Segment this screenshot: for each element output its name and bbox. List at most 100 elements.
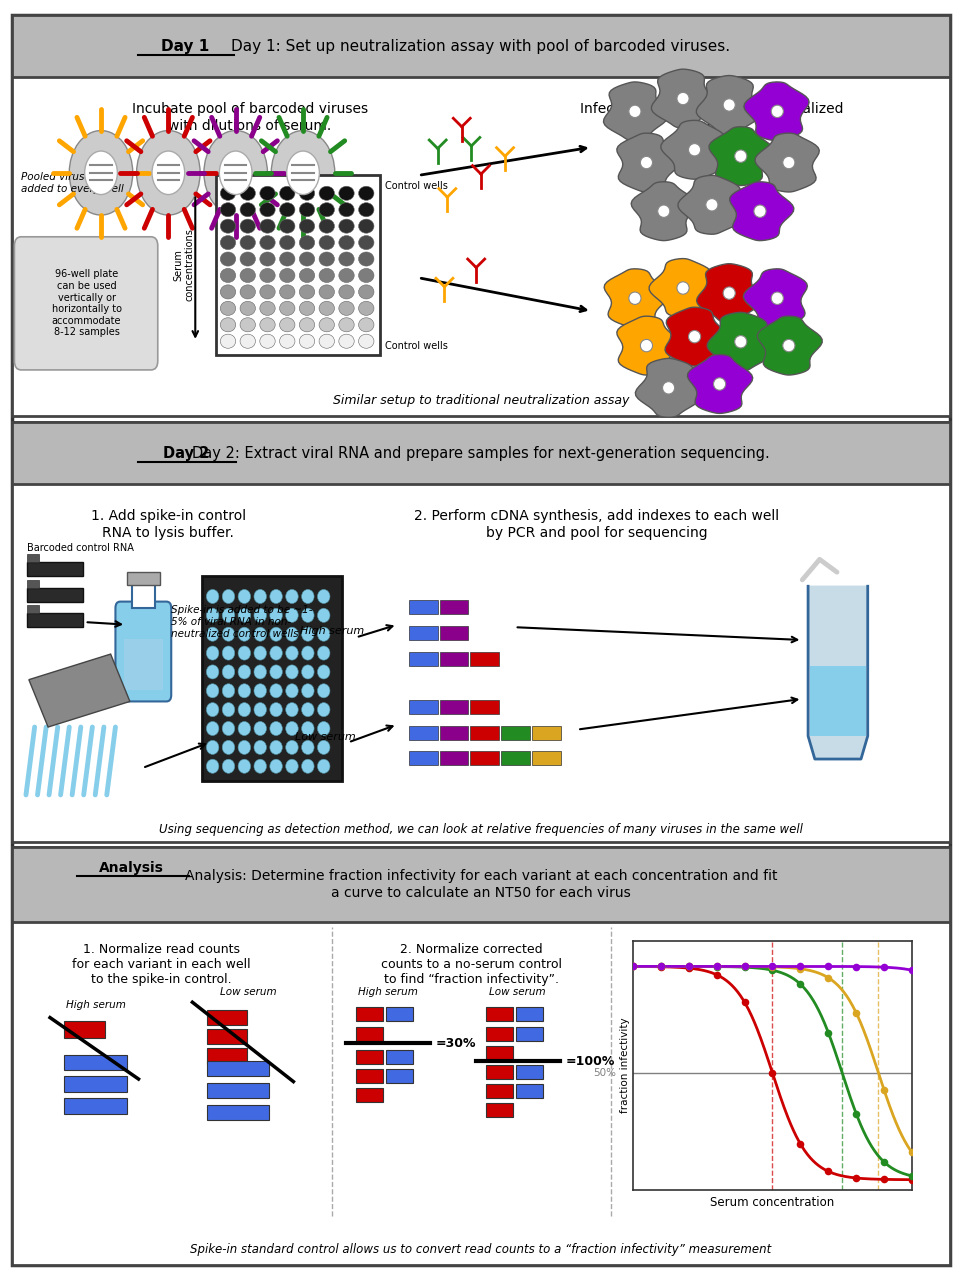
Ellipse shape bbox=[259, 334, 275, 348]
Ellipse shape bbox=[358, 202, 374, 216]
Text: Day 1: Set up neutralization assay with pool of barcoded viruses.: Day 1: Set up neutralization assay with … bbox=[232, 38, 729, 54]
Point bbox=[792, 956, 807, 977]
Bar bbox=[12, 422, 949, 842]
Polygon shape bbox=[603, 82, 668, 141]
Ellipse shape bbox=[254, 722, 266, 736]
Ellipse shape bbox=[299, 202, 314, 216]
Bar bbox=[515, 1084, 542, 1098]
Ellipse shape bbox=[338, 186, 354, 200]
Bar bbox=[439, 652, 468, 666]
Bar bbox=[439, 600, 468, 614]
Polygon shape bbox=[743, 269, 806, 328]
Ellipse shape bbox=[688, 143, 700, 156]
Ellipse shape bbox=[259, 269, 275, 283]
Ellipse shape bbox=[319, 202, 334, 216]
Ellipse shape bbox=[220, 236, 235, 250]
Ellipse shape bbox=[238, 608, 250, 622]
Ellipse shape bbox=[358, 219, 374, 233]
Ellipse shape bbox=[317, 703, 330, 717]
Circle shape bbox=[85, 151, 117, 195]
Bar bbox=[385, 1069, 412, 1083]
Bar bbox=[485, 1103, 512, 1117]
Ellipse shape bbox=[299, 186, 314, 200]
Ellipse shape bbox=[240, 269, 256, 283]
Polygon shape bbox=[660, 120, 725, 179]
Ellipse shape bbox=[280, 186, 295, 200]
Ellipse shape bbox=[705, 198, 717, 211]
Text: Using sequencing as detection method, we can look at relative frequencies of man: Using sequencing as detection method, we… bbox=[159, 823, 802, 836]
Ellipse shape bbox=[280, 236, 295, 250]
Ellipse shape bbox=[317, 722, 330, 736]
Text: =100%: =100% bbox=[565, 1055, 614, 1068]
Ellipse shape bbox=[220, 334, 235, 348]
Ellipse shape bbox=[238, 664, 250, 678]
Ellipse shape bbox=[771, 105, 782, 118]
Ellipse shape bbox=[319, 269, 334, 283]
Ellipse shape bbox=[317, 608, 330, 622]
Point bbox=[764, 960, 779, 980]
Point bbox=[625, 956, 640, 977]
Ellipse shape bbox=[269, 589, 282, 603]
Ellipse shape bbox=[254, 740, 266, 754]
Ellipse shape bbox=[317, 684, 330, 698]
Ellipse shape bbox=[338, 301, 354, 315]
Ellipse shape bbox=[301, 759, 313, 773]
Ellipse shape bbox=[222, 608, 234, 622]
Text: Pooled viruses
added to every well: Pooled viruses added to every well bbox=[21, 173, 124, 193]
Text: Analysis: Analysis bbox=[99, 861, 164, 874]
Bar bbox=[216, 175, 380, 355]
Point bbox=[875, 1169, 891, 1189]
Bar bbox=[439, 700, 468, 714]
Text: Similar setup to traditional neutralization assay: Similar setup to traditional neutralizat… bbox=[333, 394, 628, 407]
Ellipse shape bbox=[317, 759, 330, 773]
Point bbox=[903, 1166, 919, 1187]
Ellipse shape bbox=[254, 703, 266, 717]
Bar bbox=[439, 726, 468, 740]
Ellipse shape bbox=[285, 664, 298, 678]
Bar bbox=[27, 562, 83, 576]
Bar bbox=[207, 1048, 247, 1064]
Bar bbox=[27, 605, 39, 613]
Ellipse shape bbox=[301, 684, 313, 698]
Point bbox=[625, 956, 640, 977]
X-axis label: Serum concentration: Serum concentration bbox=[709, 1196, 834, 1208]
Bar bbox=[356, 1050, 382, 1064]
Ellipse shape bbox=[254, 608, 266, 622]
Ellipse shape bbox=[240, 236, 256, 250]
Ellipse shape bbox=[269, 759, 282, 773]
Ellipse shape bbox=[238, 684, 250, 698]
Ellipse shape bbox=[358, 269, 374, 283]
Bar bbox=[470, 700, 499, 714]
Point bbox=[875, 957, 891, 978]
Text: 96-well plate
can be used
vertically or
horizontally to
accommodate
8-12 samples: 96-well plate can be used vertically or … bbox=[52, 269, 121, 338]
Polygon shape bbox=[696, 264, 761, 323]
Ellipse shape bbox=[628, 292, 640, 305]
Polygon shape bbox=[29, 654, 130, 727]
Ellipse shape bbox=[317, 627, 330, 641]
Ellipse shape bbox=[301, 740, 313, 754]
Point bbox=[625, 956, 640, 977]
Ellipse shape bbox=[259, 252, 275, 266]
Bar bbox=[27, 554, 39, 562]
Point bbox=[625, 956, 640, 977]
Ellipse shape bbox=[677, 282, 688, 294]
Ellipse shape bbox=[269, 646, 282, 660]
Point bbox=[792, 1134, 807, 1155]
Ellipse shape bbox=[358, 317, 374, 332]
Ellipse shape bbox=[254, 664, 266, 678]
Ellipse shape bbox=[319, 285, 334, 300]
Ellipse shape bbox=[338, 269, 354, 283]
Ellipse shape bbox=[269, 664, 282, 678]
Ellipse shape bbox=[317, 589, 330, 603]
Ellipse shape bbox=[338, 334, 354, 348]
Ellipse shape bbox=[220, 202, 235, 216]
Ellipse shape bbox=[220, 269, 235, 283]
Ellipse shape bbox=[285, 759, 298, 773]
Bar bbox=[439, 751, 468, 765]
Bar bbox=[439, 626, 468, 640]
Ellipse shape bbox=[240, 317, 256, 332]
Text: Low serum: Low serum bbox=[220, 987, 276, 997]
Ellipse shape bbox=[301, 703, 313, 717]
Point bbox=[792, 974, 807, 995]
Text: Day 2: Extract viral RNA and prepare samples for next-generation sequencing.: Day 2: Extract viral RNA and prepare sam… bbox=[192, 445, 769, 461]
